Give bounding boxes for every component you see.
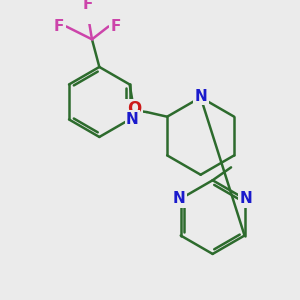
Text: N: N — [194, 89, 207, 104]
Text: F: F — [111, 19, 121, 34]
Text: O: O — [127, 100, 141, 118]
Text: N: N — [172, 191, 185, 206]
Text: N: N — [126, 112, 139, 127]
Text: F: F — [82, 0, 93, 12]
Text: N: N — [240, 191, 253, 206]
Text: F: F — [54, 19, 64, 34]
